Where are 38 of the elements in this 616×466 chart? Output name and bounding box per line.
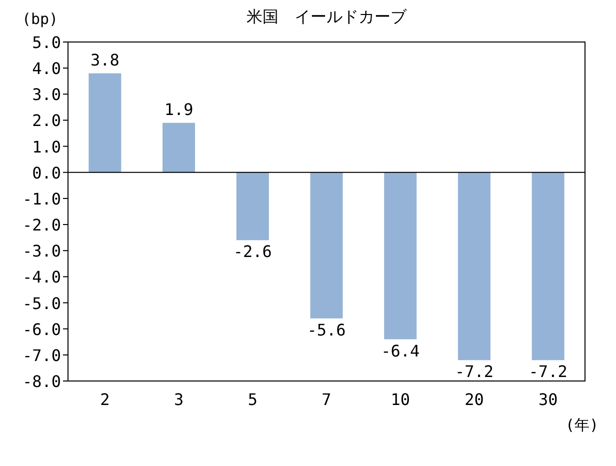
y-tick-label: -7.0 bbox=[22, 346, 61, 365]
data-label: -7.2 bbox=[454, 362, 494, 382]
y-tick-label: -8.0 bbox=[22, 372, 61, 391]
x-tick-label: 20 bbox=[464, 390, 484, 409]
bar bbox=[532, 172, 564, 360]
data-label: -2.6 bbox=[233, 242, 272, 262]
x-axis-title: (年) bbox=[565, 416, 599, 434]
x-tick-label: 3 bbox=[174, 390, 184, 409]
x-tick-label: 2 bbox=[100, 390, 110, 409]
x-tick-label: 5 bbox=[248, 390, 258, 409]
y-axis-title: (bp) bbox=[22, 10, 58, 28]
bar bbox=[310, 172, 343, 318]
y-tick-label: 1.0 bbox=[32, 137, 61, 156]
data-label: -5.6 bbox=[307, 320, 346, 340]
y-tick-label: 5.0 bbox=[32, 33, 61, 52]
y-tick-label: -5.0 bbox=[22, 294, 61, 313]
data-label: -6.4 bbox=[381, 341, 420, 360]
y-tick-label: -3.0 bbox=[22, 242, 61, 261]
bar bbox=[236, 172, 269, 240]
bar bbox=[458, 172, 490, 360]
bar bbox=[88, 73, 122, 172]
chart-title: 米国 イールドカーブ bbox=[246, 7, 408, 26]
y-tick-label: -6.0 bbox=[22, 320, 61, 339]
y-tick-label: 3.0 bbox=[32, 85, 61, 104]
x-tick-label: 30 bbox=[538, 390, 558, 409]
x-tick-label: 10 bbox=[390, 390, 410, 409]
bar bbox=[384, 172, 417, 340]
data-label: 1.9 bbox=[164, 100, 194, 119]
bar bbox=[162, 122, 196, 172]
y-tick-label: -4.0 bbox=[22, 268, 61, 287]
data-label: 3.8 bbox=[90, 50, 120, 70]
y-tick-label: 4.0 bbox=[32, 59, 61, 78]
y-tick-label: 2.0 bbox=[32, 111, 61, 130]
y-tick-label: -2.0 bbox=[22, 216, 61, 235]
y-tick-label: -1.0 bbox=[22, 189, 61, 208]
x-tick-label: 7 bbox=[322, 390, 332, 409]
y-tick-label: 0.0 bbox=[32, 163, 61, 182]
data-label: -7.2 bbox=[528, 362, 568, 382]
